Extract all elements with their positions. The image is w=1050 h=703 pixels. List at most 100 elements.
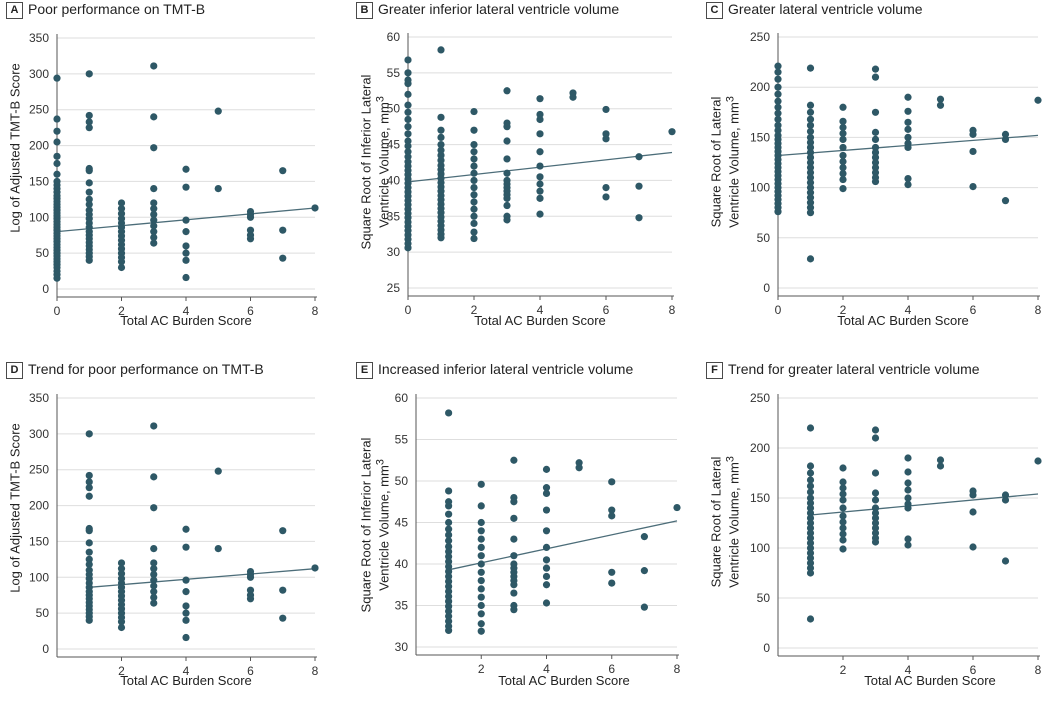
data-point [85,560,93,568]
y-tick-label: 100 [750,541,770,555]
data-point [969,147,977,156]
data-point [445,510,453,518]
x-tick-label: 8 [674,662,681,676]
data-point [536,110,544,119]
data-point [477,527,485,535]
data-point [437,234,445,242]
data-point [806,64,815,72]
data-point [214,107,222,115]
panel-title: Trend for poor performance on TMT-B [28,361,264,377]
data-point [470,140,478,149]
data-point [806,499,815,507]
data-point [85,167,93,175]
data-point [806,569,815,577]
data-point [117,263,126,272]
y-tick-label: 200 [29,139,49,153]
data-point [477,543,485,551]
data-point [871,489,880,497]
panel-title: Increased inferior lateral ventricle vol… [378,361,634,377]
data-point [117,199,126,207]
data-point [510,535,518,543]
data-point [437,126,445,134]
data-point [437,113,445,121]
data-point [871,163,880,172]
data-point [806,158,815,167]
x-tick-label: 6 [247,664,254,678]
y-tick-label: 35 [387,209,401,223]
data-point [182,525,190,533]
data-point [53,74,61,82]
data-point [445,626,453,634]
data-point [117,258,126,266]
y-tick-label: 350 [29,31,49,45]
data-point [871,108,880,116]
data-point [969,508,977,516]
data-point [871,158,880,167]
data-point [635,182,643,190]
data-point [445,547,453,556]
data-point [445,572,453,581]
data-point [445,597,453,605]
data-point [503,169,511,177]
y-tick-label: 40 [387,173,401,187]
data-point [182,216,190,224]
panel-e: E Increased inferior lateral ventricle v… [350,360,700,703]
data-point [53,115,61,123]
data-point [404,80,412,88]
data-point [150,576,158,584]
data-point [150,559,158,567]
data-point [117,618,126,626]
y-tick-label: 100 [29,570,49,584]
x-tick-label: 4 [905,303,912,317]
panel-b: B Greater inferior lateral ventricle vol… [350,0,700,343]
data-point [470,198,478,206]
data-point [279,614,287,622]
panel-letter: B [356,2,373,19]
data-point [936,95,945,103]
data-point [536,95,544,103]
data-point [445,502,453,510]
data-point [839,484,847,492]
data-point [117,210,126,218]
x-tick-label: 0 [775,303,782,317]
data-point [85,539,93,547]
data-point [806,488,815,496]
data-point [477,585,485,593]
data-point [904,494,912,502]
data-point [839,490,847,498]
data-point [150,216,158,224]
data-point [668,128,676,136]
data-point [774,83,782,91]
data-point [182,249,190,257]
data-point [806,184,815,192]
data-point [85,200,93,208]
data-point [806,539,815,547]
data-point [806,615,815,623]
data-point [182,273,190,282]
data-point [806,494,815,502]
data-point [437,151,445,159]
data-point [608,568,616,576]
data-point [85,471,93,480]
y-tick-label: 0 [42,642,49,656]
data-point [182,602,190,610]
data-point [182,165,190,173]
data-point [1001,130,1010,138]
x-tick-label: 6 [247,304,254,318]
data-point [536,194,544,202]
data-point [575,459,583,467]
data-point [246,586,255,594]
x-axis-label: Total AC Burden Score [498,673,630,688]
data-point [806,204,815,212]
data-point [806,469,815,477]
data-point [85,111,93,120]
x-axis-label: Total AC Burden Score [474,313,606,328]
data-point [150,593,158,601]
data-point [470,205,478,213]
x-tick-label: 2 [840,663,847,677]
data-point [871,73,880,81]
data-point [214,185,222,193]
data-point [839,478,847,486]
data-point [806,163,815,172]
data-point [839,135,847,144]
